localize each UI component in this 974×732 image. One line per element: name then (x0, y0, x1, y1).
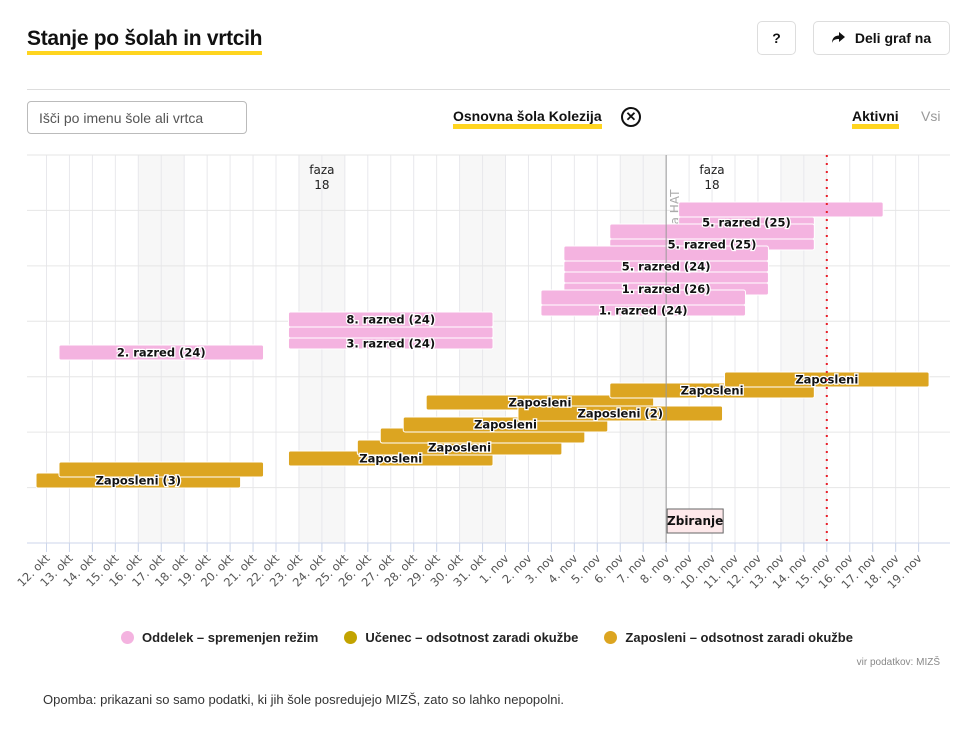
legend-label: Zaposleni – odsotnost zaradi okužbe (625, 630, 853, 645)
bar-zaposleni (517, 405, 724, 422)
legend-dot (604, 631, 618, 644)
legend-item-zaposleni[interactable]: Zaposleni – odsotnost zaradi okužbe (604, 630, 853, 645)
bar-label: Zaposleni (359, 452, 422, 466)
legend-item-oddelek[interactable]: Oddelek – spremenjen režim (121, 630, 318, 645)
help-button[interactable]: ? (757, 21, 796, 55)
search-input[interactable] (27, 101, 247, 134)
bar-label: 5. razred (25) (702, 216, 791, 230)
legend: Oddelek – spremenjen režim Učenec – odso… (0, 630, 974, 645)
divider (27, 89, 950, 90)
bar-label: 3. razred (24) (346, 337, 435, 351)
bar-label: 1. razred (26) (622, 282, 711, 296)
share-label: Deli graf na (854, 30, 932, 46)
zbiranje-label: Zbiranje (667, 514, 723, 528)
bar-label: 2. razred (24) (117, 346, 206, 360)
bar-label: Zaposleni (508, 396, 571, 410)
legend-dot (344, 631, 358, 644)
toggle-active[interactable]: Aktivni (852, 108, 899, 129)
bar-label: 5. razred (24) (622, 260, 711, 274)
phase-number: 18 (704, 178, 719, 192)
phase-number: 18 (314, 178, 329, 192)
bar-zaposleni (58, 461, 265, 478)
zbiranje-box (666, 508, 724, 534)
bar-label: Zaposleni (681, 384, 744, 398)
bar-oddelek (58, 344, 265, 361)
bar-label: Zaposleni (2) (578, 407, 663, 421)
bar-oddelek (287, 337, 494, 350)
data-source: vir podatkov: MIZŠ (856, 657, 940, 668)
selected-school: Osnovna šola Kolezija (453, 108, 602, 129)
legend-dot (121, 631, 135, 644)
phase-label: faza (699, 163, 724, 177)
bar-label: Zaposleni (3) (96, 474, 181, 488)
phase-label: faza (309, 163, 334, 177)
page-title: Stanje po šolah in vrtcih (27, 27, 263, 55)
share-arrow-icon (831, 32, 845, 43)
legend-label: Oddelek – spremenjen režim (142, 630, 319, 645)
bar-label: 8. razred (24) (346, 313, 435, 327)
bar-label: Zaposleni (428, 441, 491, 455)
toggle-all[interactable]: Vsi (921, 108, 941, 124)
bar-label: 1. razred (24) (599, 304, 688, 318)
close-circle-icon[interactable]: ✕ (621, 107, 641, 127)
legend-item-ucenec[interactable]: Učenec – odsotnost zaradi okužbe (344, 630, 578, 645)
legend-label: Učenec – odsotnost zaradi okužbe (365, 630, 579, 645)
bar-oddelek (540, 304, 746, 317)
footnote: Opomba: prikazani so samo podatki, ki ji… (43, 692, 565, 707)
bar-label: 5. razred (25) (668, 238, 757, 252)
bar-label: Zaposleni (474, 418, 537, 432)
share-button[interactable]: Deli graf na (813, 21, 950, 55)
